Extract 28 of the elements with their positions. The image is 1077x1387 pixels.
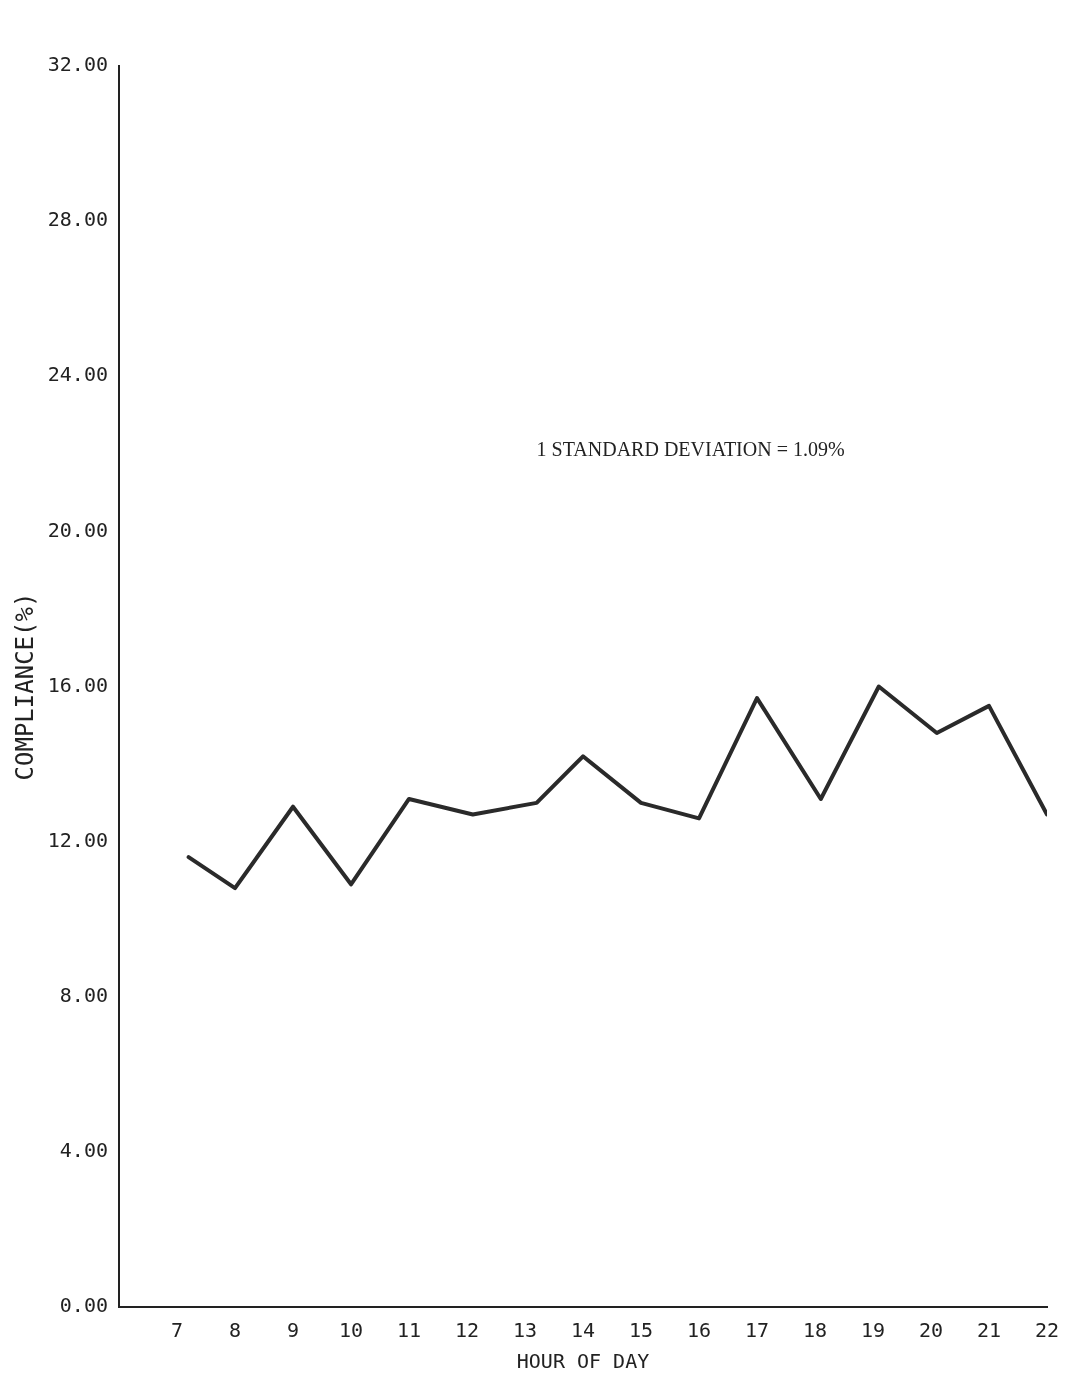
x-tick-label: 20 — [918, 1318, 944, 1343]
y-tick-label: 8.00 — [59, 982, 109, 1007]
x-tick-label: 12 — [454, 1318, 480, 1343]
x-tick-label: 21 — [976, 1318, 1002, 1343]
y-tick-label: 4.00 — [59, 1138, 109, 1163]
x-tick-label: 18 — [802, 1318, 828, 1343]
y-tick-label: 12.00 — [47, 827, 109, 852]
x-tick-label: 15 — [628, 1318, 654, 1343]
x-tick-label: 19 — [860, 1318, 886, 1343]
y-tick-label: 28.00 — [47, 207, 109, 232]
x-tick-label: 9 — [286, 1318, 300, 1343]
x-tick-label: 13 — [512, 1318, 538, 1343]
annotation: 1 STANDARD DEVIATION = 1.09% — [536, 437, 845, 460]
x-tick-label: 10 — [338, 1318, 364, 1343]
y-tick-label: 20.00 — [47, 517, 109, 542]
x-tick-label: 7 — [170, 1318, 184, 1343]
y-tick-label: 32.00 — [47, 52, 109, 77]
x-axis-title: HOUR OF DAY — [516, 1349, 650, 1374]
x-tick-label: 14 — [570, 1318, 596, 1343]
x-tick-label: 11 — [396, 1318, 422, 1343]
y-tick-label: 0.00 — [59, 1293, 109, 1318]
y-tick-label: 16.00 — [47, 672, 109, 697]
x-tick-label: 22 — [1034, 1318, 1060, 1343]
x-tick-label: 17 — [744, 1318, 770, 1343]
y-axis-title: COMPLIANCE(%) — [10, 592, 39, 781]
x-tick-label: 16 — [686, 1318, 712, 1343]
y-tick-label: 24.00 — [47, 362, 109, 387]
x-tick-label: 8 — [228, 1318, 242, 1343]
